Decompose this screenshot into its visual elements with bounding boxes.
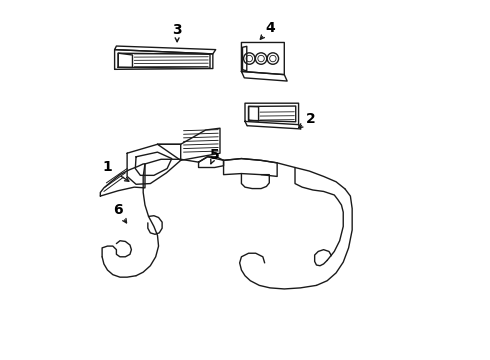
Text: 2: 2 xyxy=(306,112,316,126)
Text: 6: 6 xyxy=(113,203,123,217)
Text: 3: 3 xyxy=(172,23,182,37)
Text: 1: 1 xyxy=(102,161,112,175)
Text: 5: 5 xyxy=(210,148,220,162)
Text: 4: 4 xyxy=(265,21,275,35)
